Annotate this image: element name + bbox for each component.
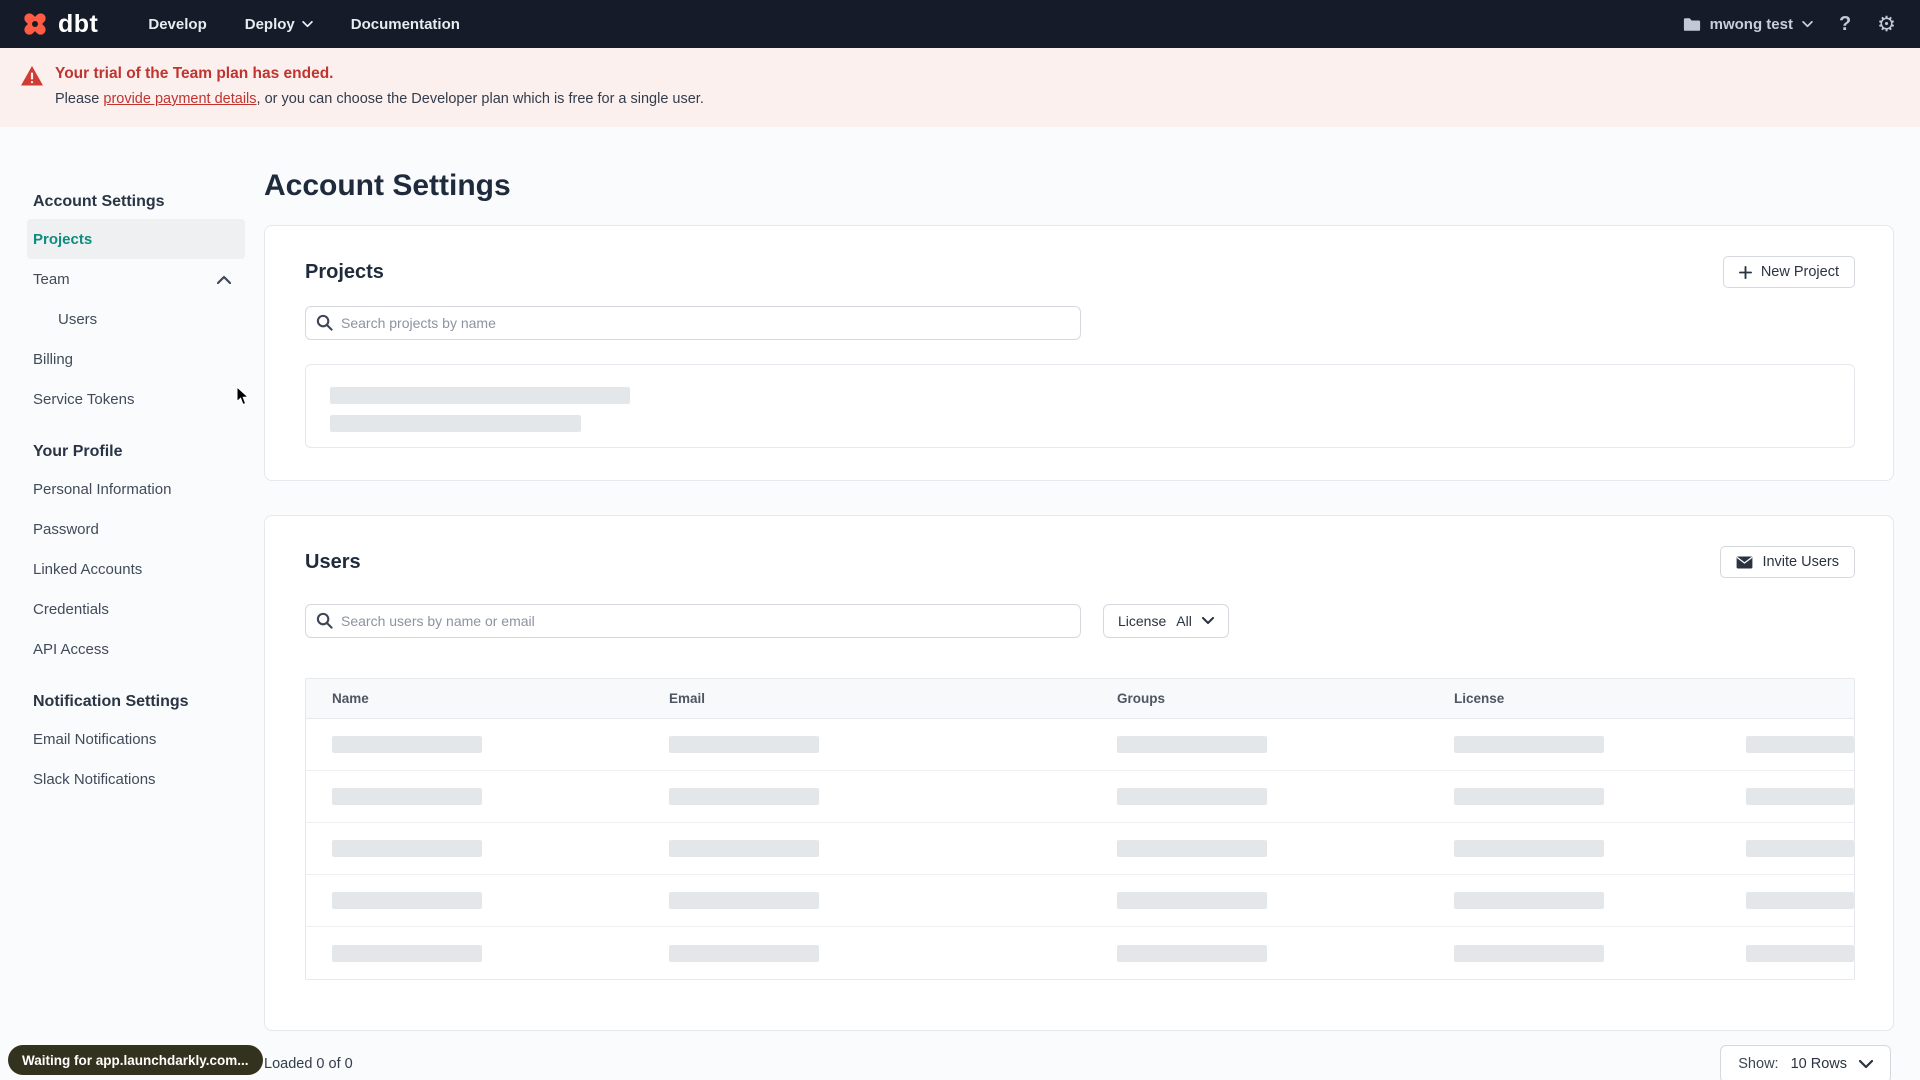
projects-loading-panel: [305, 364, 1855, 448]
skeleton-bar: [332, 892, 482, 909]
main-content: Account Settings Projects New Project: [264, 127, 1894, 1080]
license-filter-value: All: [1176, 613, 1192, 629]
users-search-input[interactable]: [305, 604, 1081, 638]
skeleton-bar: [669, 788, 819, 805]
skeleton-bar: [1746, 788, 1854, 805]
trial-expired-banner: Your trial of the Team plan has ended. P…: [0, 48, 1920, 127]
sidebar-heading-notification-settings: Notification Settings: [33, 693, 189, 710]
skeleton-bar: [1746, 944, 1854, 962]
folder-icon: [1683, 17, 1700, 31]
skeleton-bar: [1117, 892, 1267, 909]
skeleton-bar: [1454, 892, 1604, 909]
chevron-down-icon: [1802, 20, 1813, 27]
chevron-down-icon: [1201, 617, 1214, 624]
account-switcher[interactable]: mwong test: [1683, 16, 1813, 33]
table-row: [306, 927, 1854, 979]
projects-heading: Projects: [305, 260, 384, 283]
rows-per-page-dropdown[interactable]: Show: 10 Rows: [1720, 1045, 1891, 1080]
skeleton-bar: [1454, 840, 1604, 857]
skeleton-bar: [1746, 892, 1854, 909]
account-name: mwong test: [1709, 15, 1793, 33]
users-table-header: Name Email Groups License: [306, 679, 1854, 719]
skeleton-bar: [1117, 788, 1267, 805]
envelope-icon: [1737, 555, 1753, 569]
sidebar-item-password[interactable]: Password: [33, 520, 99, 538]
page-title: Account Settings: [264, 169, 511, 202]
gear-icon[interactable]: ⚙: [1877, 12, 1896, 36]
browser-status-bubble: Waiting for app.launchdarkly.com...: [8, 1045, 263, 1075]
projects-search-input[interactable]: [305, 306, 1081, 340]
skeleton-bar: [332, 788, 482, 805]
table-row: [306, 875, 1854, 927]
dbt-logo-icon: [20, 9, 50, 39]
users-card: Users Invite Users License All: [264, 515, 1894, 1031]
sidebar-item-api-access[interactable]: API Access: [33, 640, 109, 658]
help-icon[interactable]: ?: [1838, 12, 1852, 35]
invite-users-button[interactable]: Invite Users: [1720, 546, 1855, 578]
skeleton-bar: [332, 736, 482, 753]
column-header-email: Email: [669, 691, 706, 706]
license-filter-dropdown[interactable]: License All: [1103, 604, 1229, 638]
column-header-name: Name: [332, 691, 369, 706]
skeleton-bar: [669, 736, 819, 753]
plus-icon: [1738, 265, 1752, 279]
skeleton-bar: [669, 892, 819, 909]
skeleton-bar: [330, 387, 630, 404]
skeleton-bar: [669, 944, 819, 962]
sidebar-heading-account-settings: Account Settings: [33, 193, 165, 210]
provide-payment-details-link[interactable]: provide payment details: [103, 90, 257, 107]
sidebar-item-credentials[interactable]: Credentials: [33, 600, 109, 618]
skeleton-bar: [332, 944, 482, 962]
projects-card: Projects New Project: [264, 225, 1894, 481]
table-row: [306, 719, 1854, 771]
sidebar-item-team[interactable]: Team: [27, 259, 245, 299]
chevron-down-icon: [1859, 1059, 1873, 1068]
skeleton-bar: [1117, 840, 1267, 857]
banner-title: Your trial of the Team plan has ended.: [55, 65, 334, 82]
nav-develop[interactable]: Develop: [148, 15, 207, 33]
nav-documentation[interactable]: Documentation: [350, 15, 460, 33]
alert-triangle-icon: [20, 65, 44, 127]
search-icon: [316, 314, 333, 336]
skeleton-bar: [1454, 788, 1604, 805]
column-header-groups: Groups: [1117, 691, 1166, 706]
sidebar-item-projects[interactable]: Projects: [27, 219, 245, 259]
users-table: Name Email Groups License: [305, 678, 1855, 980]
skeleton-bar: [332, 840, 482, 857]
sidebar-item-users[interactable]: Users: [58, 310, 98, 328]
table-row: [306, 823, 1854, 875]
users-heading: Users: [305, 550, 361, 573]
skeleton-bar: [669, 840, 819, 857]
table-row: [306, 771, 1854, 823]
skeleton-bar: [1117, 736, 1267, 753]
skeleton-bar: [330, 415, 581, 432]
settings-sidebar: Account Settings Projects Team Users Bil…: [0, 127, 245, 1080]
sidebar-item-personal-information[interactable]: Personal Information: [33, 480, 172, 498]
sidebar-item-linked-accounts[interactable]: Linked Accounts: [33, 560, 143, 578]
chevron-up-icon: [217, 275, 231, 284]
rows-per-page-value: 10 Rows: [1790, 1056, 1847, 1072]
skeleton-bar: [1454, 944, 1604, 962]
skeleton-bar: [1117, 944, 1267, 962]
sidebar-item-billing[interactable]: Billing: [33, 350, 74, 368]
column-header-license: License: [1454, 691, 1505, 706]
chevron-down-icon: [302, 20, 313, 27]
skeleton-bar: [1746, 736, 1854, 753]
new-project-button[interactable]: New Project: [1722, 256, 1855, 288]
dbt-logo-text: dbt: [58, 9, 99, 38]
loaded-count: Loaded 0 of 0: [264, 1056, 353, 1072]
skeleton-bar: [1746, 840, 1854, 857]
top-nav: dbt Develop Deploy Documentation mwong t…: [0, 0, 1920, 48]
dbt-logo[interactable]: dbt: [20, 9, 98, 39]
sidebar-item-service-tokens[interactable]: Service Tokens: [33, 390, 135, 408]
nav-deploy[interactable]: Deploy: [229, 16, 329, 33]
sidebar-item-email-notifications[interactable]: Email Notifications: [33, 730, 157, 748]
banner-body: Please provide payment details, or you c…: [55, 90, 704, 107]
sidebar-heading-your-profile: Your Profile: [33, 443, 123, 460]
skeleton-bar: [1454, 736, 1604, 753]
search-icon: [316, 612, 333, 634]
sidebar-item-slack-notifications[interactable]: Slack Notifications: [33, 770, 156, 788]
